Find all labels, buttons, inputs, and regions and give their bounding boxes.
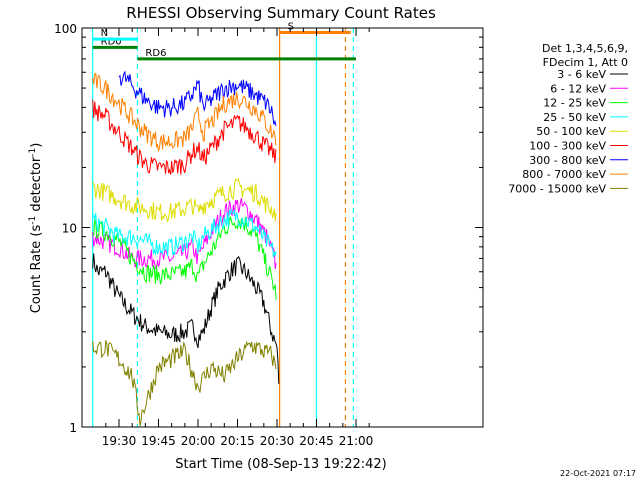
x-tick-label: 20:45	[299, 434, 334, 448]
legend-label-7: 800 - 7000 keV	[522, 168, 606, 181]
x-tick-label: 21:00	[339, 434, 374, 448]
legend-label-3: 25 - 50 keV	[543, 111, 606, 124]
legend-label-0: 3 - 6 keV	[557, 68, 606, 81]
x-tick-label: 20:30	[260, 434, 295, 448]
legend-label-1: 6 - 12 keV	[550, 82, 606, 95]
x-tick-label: 20:15	[220, 434, 255, 448]
segment-label-3: S	[288, 21, 294, 32]
legend-label-4: 50 - 100 keV	[536, 125, 606, 138]
footer-timestamp: 22-Oct-2021 07:17	[560, 469, 636, 478]
legend-label-8: 7000 - 15000 keV	[508, 182, 606, 195]
y-tick-label: 100	[54, 22, 77, 36]
x-tick-label: 19:30	[102, 434, 137, 448]
series-line-6	[118, 70, 277, 127]
legend-label-5: 100 - 300 keV	[529, 140, 606, 153]
series-line-4	[92, 177, 277, 223]
segment-label-1: RD6	[145, 48, 166, 59]
segment-label-2: N	[101, 28, 108, 39]
y-tick-label: 1	[69, 421, 77, 435]
segment-label-0: RD0	[101, 36, 122, 47]
legend-header-line: Det 1,3,4,5,6,9,	[542, 42, 628, 55]
series-line-0	[92, 253, 280, 384]
x-axis-label: Start Time (08-Sep-13 19:22:42)	[175, 457, 386, 472]
series-line-5	[92, 99, 277, 175]
series-line-7	[92, 72, 277, 152]
series-line-8	[92, 340, 277, 426]
legend-label-6: 300 - 800 keV	[529, 154, 606, 167]
series-line-1	[92, 198, 277, 270]
chart-title: RHESSI Observing Summary Count Rates	[126, 4, 436, 22]
plot-frame	[81, 27, 484, 428]
y-axis-label: Count Rate (s-1 detector-1)	[28, 143, 44, 314]
x-tick-label: 20:00	[181, 434, 216, 448]
x-tick-label: 19:45	[141, 434, 176, 448]
legend-label-2: 12 - 25 keV	[543, 97, 606, 110]
legend-header-line: FDecim 1, Att 0	[543, 56, 628, 69]
series-line-3	[92, 208, 277, 258]
y-tick-label: 10	[62, 222, 77, 236]
